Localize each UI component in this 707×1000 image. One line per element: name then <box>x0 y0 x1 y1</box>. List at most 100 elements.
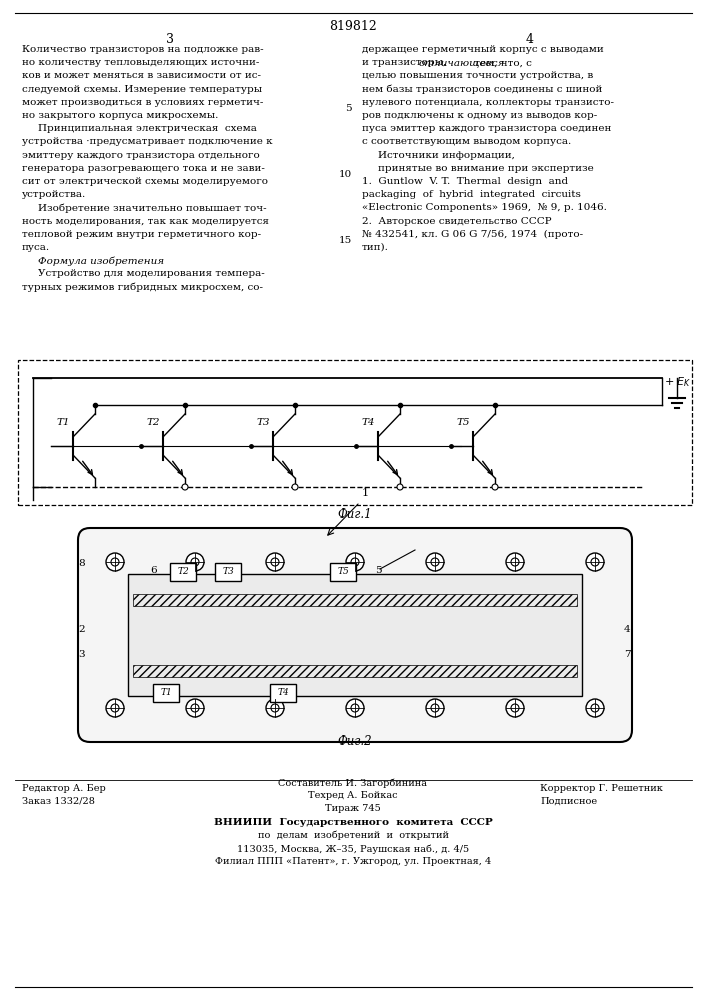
Text: T1: T1 <box>160 688 172 697</box>
Text: генератора разогревающего тока и не зави-: генератора разогревающего тока и не зави… <box>22 164 265 173</box>
Text: Редактор А. Бер: Редактор А. Бер <box>22 784 106 793</box>
Text: T4: T4 <box>361 418 375 427</box>
Text: Филиал ППП «Патент», г. Ужгород, ул. Проектная, 4: Филиал ППП «Патент», г. Ужгород, ул. Про… <box>215 857 491 866</box>
Circle shape <box>426 699 444 717</box>
Circle shape <box>266 553 284 571</box>
Text: может производиться в условиях герметич-: может производиться в условиях герметич- <box>22 98 264 107</box>
Text: Составитель И. Загорбинина: Составитель И. Загорбинина <box>279 778 428 788</box>
Text: № 432541, кл. G 06 G 7/56, 1974  (прото-: № 432541, кл. G 06 G 7/56, 1974 (прото- <box>362 230 583 239</box>
Text: но закрытого корпуса микросхемы.: но закрытого корпуса микросхемы. <box>22 111 218 120</box>
Text: 7: 7 <box>624 650 631 659</box>
Text: пуса.: пуса. <box>22 243 50 252</box>
Text: по  делам  изобретений  и  открытий: по делам изобретений и открытий <box>257 831 448 840</box>
Text: ков и может меняться в зависимости от ис-: ков и может меняться в зависимости от ис… <box>22 71 261 80</box>
Circle shape <box>182 484 188 490</box>
Text: отличающееся: отличающееся <box>419 58 506 67</box>
Text: но количеству тепловыделяющих источни-: но количеству тепловыделяющих источни- <box>22 58 259 67</box>
Bar <box>215 562 241 580</box>
Bar <box>133 593 577 605</box>
Text: + $E_K$: + $E_K$ <box>664 375 691 389</box>
Text: T4: T4 <box>277 688 289 697</box>
Circle shape <box>266 699 284 717</box>
Text: 113035, Москва, Ж–35, Раушская наб., д. 4/5: 113035, Москва, Ж–35, Раушская наб., д. … <box>237 844 469 854</box>
Circle shape <box>351 704 359 712</box>
Circle shape <box>111 704 119 712</box>
Text: 819812: 819812 <box>329 20 377 33</box>
Text: T2: T2 <box>146 418 160 427</box>
Circle shape <box>271 704 279 712</box>
Circle shape <box>186 553 204 571</box>
Text: тепловой режим внутри герметичного кор-: тепловой режим внутри герметичного кор- <box>22 230 261 239</box>
Bar <box>170 562 196 580</box>
Text: Формула изобретения: Формула изобретения <box>38 256 164 266</box>
Text: 5: 5 <box>346 104 352 113</box>
Text: 5: 5 <box>375 566 382 575</box>
Text: 6: 6 <box>150 566 157 575</box>
Text: T3: T3 <box>256 418 270 427</box>
Bar <box>153 684 179 702</box>
Circle shape <box>431 558 439 566</box>
Text: Устройство для моделирования темпера-: Устройство для моделирования темпера- <box>38 269 264 278</box>
Text: 3: 3 <box>166 33 174 46</box>
Text: packaging  of  hybrid  integrated  circuits: packaging of hybrid integrated circuits <box>362 190 581 199</box>
Circle shape <box>106 553 124 571</box>
Text: Принципиальная электрическая  схема: Принципиальная электрическая схема <box>38 124 257 133</box>
Circle shape <box>492 484 498 490</box>
Text: 2.  Авторское свидетельство СССР: 2. Авторское свидетельство СССР <box>362 217 551 226</box>
Circle shape <box>346 699 364 717</box>
Text: и транзисторы,: и транзисторы, <box>362 58 450 67</box>
Circle shape <box>191 558 199 566</box>
Circle shape <box>591 704 599 712</box>
Text: Фиг.2: Фиг.2 <box>338 735 373 748</box>
Circle shape <box>292 484 298 490</box>
Text: тем, что, с: тем, что, с <box>471 58 532 67</box>
Text: 2: 2 <box>78 625 85 634</box>
Bar <box>133 664 577 676</box>
FancyBboxPatch shape <box>78 528 632 742</box>
Circle shape <box>111 558 119 566</box>
Circle shape <box>591 558 599 566</box>
Text: T2: T2 <box>177 567 189 576</box>
Text: нем базы транзисторов соединены с шиной: нем базы транзисторов соединены с шиной <box>362 85 602 94</box>
Text: устройства.: устройства. <box>22 190 86 199</box>
Circle shape <box>351 558 359 566</box>
Text: Техред А. Бойкас: Техред А. Бойкас <box>308 791 398 800</box>
Circle shape <box>506 553 524 571</box>
Text: держащее герметичный корпус с выводами: держащее герметичный корпус с выводами <box>362 45 604 54</box>
Text: 1.  Guntlow  V. T.  Thermal  design  and: 1. Guntlow V. T. Thermal design and <box>362 177 568 186</box>
Circle shape <box>431 704 439 712</box>
Text: целью повышения точности устройства, в: целью повышения точности устройства, в <box>362 71 593 80</box>
Text: тип).: тип). <box>362 243 389 252</box>
Text: 1: 1 <box>362 488 369 498</box>
Circle shape <box>426 553 444 571</box>
Text: Источники информации,: Источники информации, <box>378 151 515 160</box>
Text: T1: T1 <box>57 418 70 427</box>
Text: ВНИИПИ  Государственного  комитета  СССР: ВНИИПИ Государственного комитета СССР <box>214 818 492 827</box>
Circle shape <box>397 484 403 490</box>
Text: 8: 8 <box>78 559 85 568</box>
Text: турных режимов гибридных микросхем, со-: турных режимов гибридных микросхем, со- <box>22 283 263 292</box>
Text: Заказ 1332/28: Заказ 1332/28 <box>22 797 95 806</box>
Circle shape <box>511 704 519 712</box>
Text: с соответствующим выводом корпуса.: с соответствующим выводом корпуса. <box>362 137 571 146</box>
Text: следуемой схемы. Измерение температуры: следуемой схемы. Измерение температуры <box>22 85 262 94</box>
Text: эмиттеру каждого транзистора отдельного: эмиттеру каждого транзистора отдельного <box>22 151 259 160</box>
Circle shape <box>271 558 279 566</box>
Text: «Electronic Components» 1969,  № 9, p. 1046.: «Electronic Components» 1969, № 9, p. 10… <box>362 203 607 212</box>
Text: Подписное: Подписное <box>540 797 597 806</box>
Bar <box>128 574 582 696</box>
Text: сит от электрической схемы моделируемого: сит от электрической схемы моделируемого <box>22 177 268 186</box>
Circle shape <box>506 699 524 717</box>
Text: Фиг.1: Фиг.1 <box>338 508 373 521</box>
Text: Тираж 745: Тираж 745 <box>325 804 381 813</box>
Text: 4: 4 <box>624 625 631 634</box>
Text: 3: 3 <box>78 650 85 659</box>
Circle shape <box>186 699 204 717</box>
Text: ность моделирования, так как моделируется: ность моделирования, так как моделируетс… <box>22 217 269 226</box>
Text: T3: T3 <box>222 567 234 576</box>
Text: принятые во внимание при экспертизе: принятые во внимание при экспертизе <box>378 164 594 173</box>
Circle shape <box>586 699 604 717</box>
Bar <box>18 360 692 505</box>
Text: T5: T5 <box>456 418 469 427</box>
Circle shape <box>106 699 124 717</box>
